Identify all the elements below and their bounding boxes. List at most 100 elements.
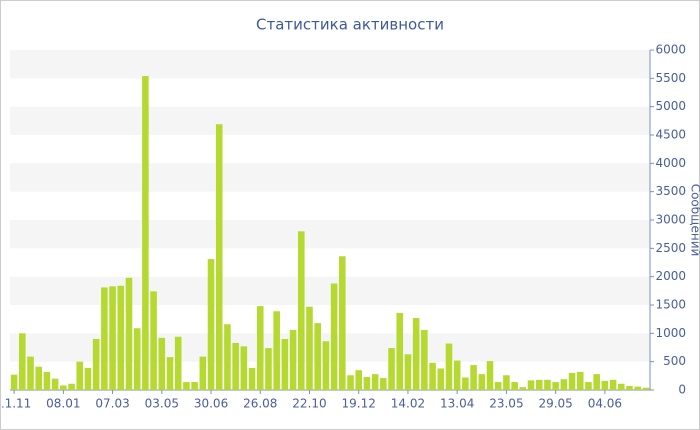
- bar: [43, 371, 51, 390]
- bar: [76, 361, 84, 390]
- bar: [519, 387, 527, 390]
- y-tick-label: 500: [663, 354, 686, 368]
- x-tick-label: 26.08: [243, 397, 277, 411]
- bar: [503, 375, 510, 390]
- bar: [60, 385, 67, 390]
- grid-band: [10, 220, 650, 249]
- y-tick-label: 4000: [655, 156, 686, 170]
- x-tick-label: 13.04: [440, 397, 474, 411]
- x-tick-label: 19.12: [342, 397, 376, 411]
- bar: [27, 356, 34, 390]
- bar: [306, 306, 313, 390]
- y-tick-label: 5500: [655, 71, 686, 85]
- bar: [232, 342, 239, 390]
- bar: [560, 379, 568, 390]
- bar: [142, 76, 149, 391]
- bar: [355, 370, 362, 390]
- bar: [568, 373, 576, 390]
- y-tick-label: 4500: [655, 128, 686, 142]
- x-tick-label: 29.05: [538, 397, 572, 411]
- bar: [347, 375, 354, 390]
- x-tick-label: 11.11: [0, 397, 31, 411]
- bar: [101, 287, 108, 390]
- bar: [552, 382, 559, 390]
- bar: [445, 343, 453, 390]
- bar: [199, 356, 207, 390]
- bar: [593, 374, 600, 390]
- bar: [642, 387, 650, 390]
- y-tick-label: 3000: [655, 213, 686, 227]
- x-tick-label: 23.05: [489, 397, 523, 411]
- y-tick-label: 6000: [655, 43, 686, 57]
- x-tick-label: 14.02: [391, 397, 425, 411]
- bar: [240, 346, 248, 390]
- bar: [396, 312, 404, 390]
- x-tick-label: 30.06: [194, 397, 228, 411]
- bar: [601, 380, 609, 390]
- bar: [527, 380, 535, 390]
- bar: [585, 382, 592, 390]
- bar: [10, 374, 18, 390]
- bar: [256, 306, 264, 390]
- bar: [125, 277, 133, 390]
- bar: [494, 382, 502, 390]
- bar: [421, 329, 428, 390]
- bar: [109, 286, 116, 390]
- bar: [470, 365, 477, 390]
- bar: [215, 124, 223, 390]
- bar: [183, 382, 190, 390]
- bar: [618, 383, 625, 390]
- bar: [535, 379, 543, 390]
- bar: [281, 339, 289, 390]
- y-tick-label: 0: [678, 383, 686, 397]
- bar: [248, 367, 256, 390]
- y-tick-label: 1500: [655, 298, 686, 312]
- bar: [511, 382, 518, 390]
- bar: [371, 374, 379, 390]
- y-axis-label: Сообщений: [689, 184, 700, 257]
- bar: [158, 337, 166, 390]
- bar: [322, 341, 330, 390]
- bar: [626, 386, 633, 390]
- bar: [339, 256, 346, 390]
- x-tick-label: 07.03: [95, 397, 129, 411]
- grid-band: [10, 106, 650, 135]
- bar: [314, 323, 321, 390]
- bar: [68, 383, 75, 390]
- bar: [404, 354, 412, 390]
- grid-band: [10, 50, 650, 79]
- bar: [462, 377, 469, 390]
- bar: [453, 360, 461, 390]
- bar: [117, 285, 125, 390]
- bar: [634, 386, 641, 390]
- y-tick-label: 3500: [655, 184, 686, 198]
- y-tick-label: 2000: [655, 269, 686, 283]
- bar: [191, 382, 198, 390]
- bar: [437, 368, 445, 390]
- y-tick-label: 5000: [655, 99, 686, 113]
- bar: [544, 379, 551, 390]
- bar: [92, 339, 100, 390]
- bar: [84, 367, 92, 390]
- bar: [224, 324, 231, 390]
- bar: [412, 318, 420, 390]
- bar: [51, 378, 59, 390]
- grid-band: [10, 276, 650, 305]
- y-tick-label: 1000: [655, 326, 686, 340]
- bar: [265, 348, 272, 390]
- bar: [388, 348, 395, 390]
- bar: [289, 329, 297, 390]
- bar: [429, 362, 436, 390]
- bar: [133, 328, 141, 390]
- grid-band: [10, 163, 650, 192]
- bar: [273, 311, 280, 390]
- bar: [150, 291, 157, 390]
- bar: [486, 361, 494, 390]
- bar: [363, 376, 371, 390]
- bar: [207, 259, 215, 390]
- x-tick-label: 08.01: [46, 397, 80, 411]
- bar: [19, 333, 26, 390]
- bar: [166, 357, 174, 390]
- x-tick-label: 04.06: [588, 397, 622, 411]
- chart-title: Статистика активности: [256, 16, 444, 34]
